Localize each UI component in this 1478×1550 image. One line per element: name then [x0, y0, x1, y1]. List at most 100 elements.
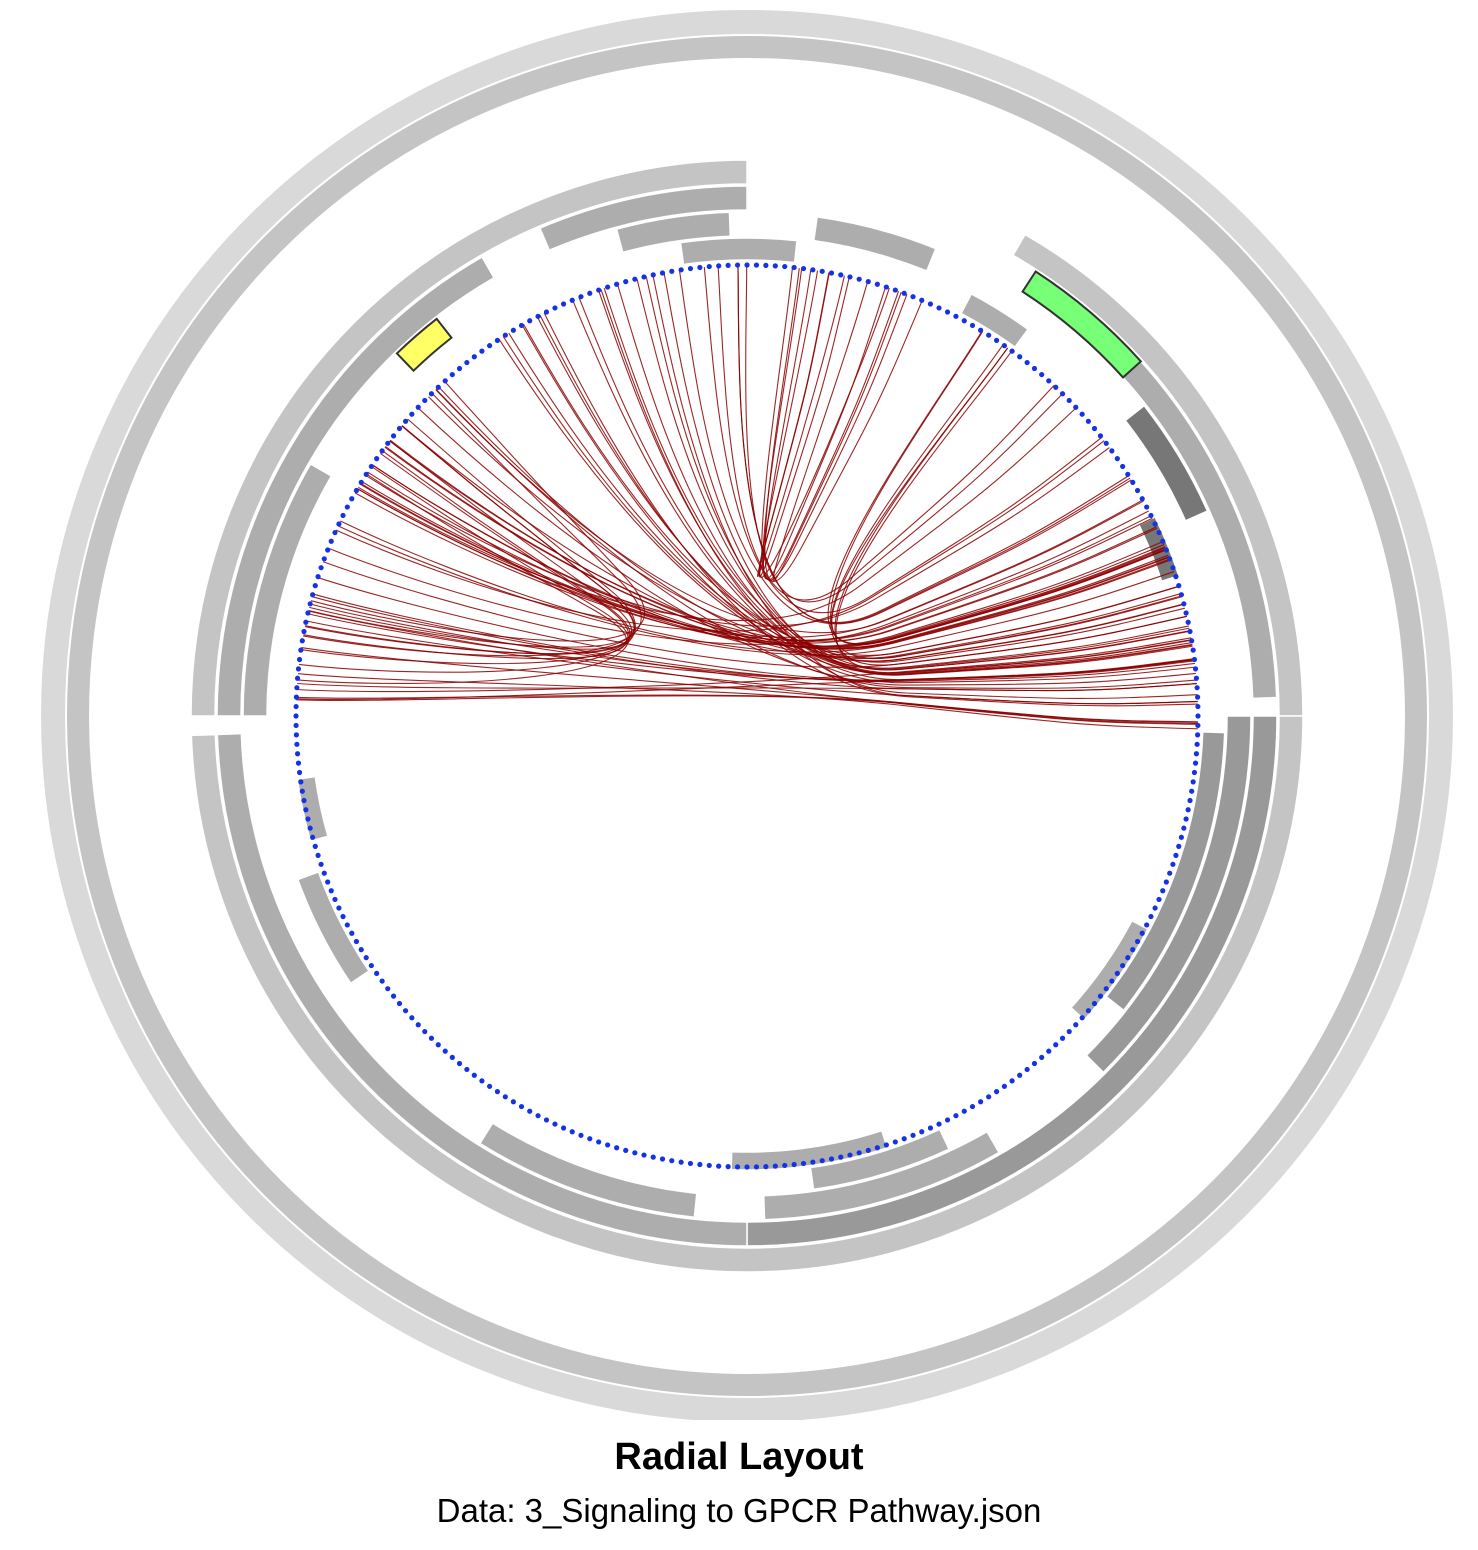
leaf-node-299 — [734, 262, 741, 268]
leaf-node-290 — [650, 272, 656, 278]
leaf-node-4 — [782, 263, 788, 270]
leaf-node-240 — [315, 574, 321, 580]
leaf-node-293 — [678, 267, 684, 273]
ring-segment-0 — [41, 10, 1453, 1420]
ring-segment-4 — [190, 159, 748, 717]
leaf-node-257 — [390, 433, 397, 439]
leaf-node-135 — [883, 1142, 889, 1148]
leaf-node-65 — [1185, 619, 1191, 625]
edge-82 — [297, 452, 630, 684]
leaf-node-175 — [518, 1103, 525, 1110]
leaf-node-275 — [518, 322, 525, 329]
leaf-node-98 — [1144, 922, 1150, 928]
leaf-node-192 — [396, 1000, 403, 1007]
leaf-node-258 — [396, 425, 403, 432]
leaf-node-89 — [1176, 843, 1182, 849]
leaf-node-38 — [1066, 397, 1072, 404]
leaf-node-139 — [847, 1152, 853, 1158]
leaf-node-254 — [374, 456, 380, 462]
ring-segment-18 — [809, 1128, 951, 1191]
leaf-node-251 — [358, 479, 364, 485]
leaf-node-104 — [1114, 970, 1120, 976]
leaf-node-129 — [936, 1121, 942, 1127]
ring-segment-11 — [762, 1130, 1001, 1221]
leaf-node-87 — [1181, 825, 1187, 831]
leaf-node-71 — [1193, 675, 1200, 681]
leaf-node-56 — [1160, 538, 1166, 544]
leaf-node-189 — [415, 1022, 421, 1028]
leaf-node-35 — [1046, 378, 1052, 384]
leaf-node-282 — [578, 294, 584, 300]
leaf-node-157 — [678, 1159, 684, 1165]
leaf-node-287 — [623, 279, 629, 285]
leaf-node-188 — [422, 1028, 428, 1035]
leaf-node-74 — [1195, 703, 1201, 710]
leaf-node-215 — [303, 807, 309, 813]
leaf-node-221 — [294, 751, 301, 757]
leaf-node-177 — [502, 1094, 508, 1100]
edge-25 — [384, 446, 1171, 650]
leaf-node-112 — [1066, 1028, 1072, 1035]
edge-6 — [365, 447, 1110, 627]
edge-36 — [663, 272, 1193, 675]
edge-56 — [317, 577, 1195, 681]
leaf-node-224 — [293, 722, 299, 729]
leaf-node-28 — [993, 337, 1000, 343]
leaf-node-283 — [587, 290, 593, 296]
diagram-title: Radial Layout — [614, 1436, 864, 1478]
leaf-node-14 — [874, 281, 880, 287]
edge-1 — [335, 440, 1105, 632]
leaf-node-208 — [321, 870, 327, 876]
leaf-node-3 — [772, 263, 778, 269]
leaf-node-130 — [927, 1125, 934, 1131]
leaf-node-288 — [632, 276, 638, 282]
leaf-node-277 — [535, 313, 541, 319]
leaf-node-116 — [1039, 1054, 1045, 1061]
leaf-node-219 — [296, 769, 303, 776]
leaf-node-150 — [744, 1164, 750, 1170]
leaf-node-234 — [301, 628, 307, 635]
leaf-node-184 — [449, 1054, 455, 1061]
leaf-node-101 — [1130, 947, 1136, 953]
leaf-node-94 — [1160, 888, 1166, 894]
leaf-node-170 — [560, 1125, 567, 1131]
leaf-node-186 — [435, 1042, 441, 1048]
leaf-node-128 — [944, 1117, 951, 1123]
leaf-node-22 — [944, 309, 951, 315]
edge-15 — [385, 446, 1170, 650]
leaf-node-229 — [294, 675, 301, 681]
leaf-node-272 — [494, 337, 501, 343]
leaf-node-223 — [293, 732, 299, 738]
leaf-node-13 — [865, 279, 871, 285]
leaf-node-180 — [479, 1078, 485, 1084]
leaf-node-144 — [800, 1160, 807, 1167]
leaf-node-45 — [1109, 448, 1115, 454]
ring-segment-19 — [296, 870, 371, 985]
edge-75 — [829, 331, 1182, 659]
leaf-node-78 — [1194, 741, 1200, 747]
leaf-node-241 — [318, 565, 324, 571]
leaf-node-261 — [415, 404, 421, 410]
leaf-node-156 — [687, 1160, 694, 1167]
leaf-node-141 — [828, 1156, 835, 1162]
leaf-node-151 — [734, 1164, 741, 1170]
leaf-node-10 — [838, 272, 844, 278]
leaf-node-82 — [1190, 779, 1196, 785]
leaf-node-152 — [725, 1164, 731, 1170]
leaf-node-243 — [325, 547, 331, 553]
leaf-node-187 — [428, 1035, 435, 1041]
leaf-node-252 — [363, 471, 369, 477]
highlighted-segments — [395, 270, 1143, 379]
edge-22 — [401, 425, 1182, 660]
leaf-node-196 — [374, 970, 380, 976]
leaf-node-118 — [1024, 1066, 1030, 1073]
edge-3 — [337, 525, 1175, 656]
leaf-node-61 — [1176, 583, 1182, 589]
leaf-node-115 — [1046, 1048, 1052, 1054]
leaf-node-145 — [791, 1161, 797, 1168]
leaf-node-265 — [442, 378, 448, 384]
leaf-node-222 — [294, 741, 300, 747]
ring-segment-12 — [478, 1122, 698, 1219]
edge-60 — [308, 610, 1198, 725]
leaf-node-197 — [368, 962, 374, 969]
